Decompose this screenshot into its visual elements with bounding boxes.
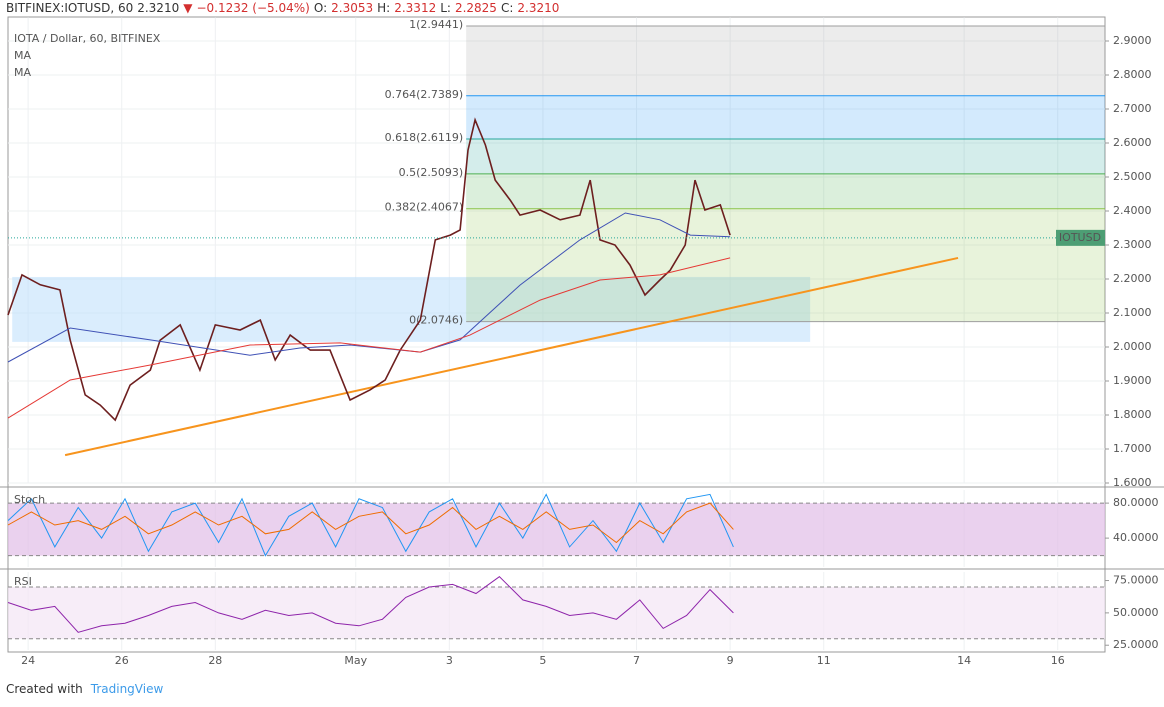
l: 2.2825 — [454, 1, 497, 15]
arrow: ▼ — [183, 1, 193, 15]
x-tick-label: 11 — [817, 654, 831, 667]
y-tick-label: 2.2000 — [1113, 272, 1152, 285]
band — [8, 503, 1105, 556]
last: 2.3210 — [137, 1, 180, 15]
y-tick-label: 50.0000 — [1113, 606, 1159, 619]
y-tick-label: 2.1000 — [1113, 306, 1152, 319]
y-tick-label: 1.9000 — [1113, 374, 1152, 387]
header: BITFINEX:IOTUSD, 60 2.3210 ▼ −0.1232 (−5.04… — [6, 1, 563, 15]
y-tick-label: 2.4000 — [1113, 204, 1152, 217]
fib-label: 0.764(2.7389) — [385, 88, 464, 101]
fib-label: 0.618(2.6119) — [385, 131, 464, 144]
y-tick-label: 2.5000 — [1113, 170, 1152, 183]
series-line — [7, 117, 731, 422]
y-tick-label: 80.0000 — [1113, 496, 1159, 509]
h-label: H: — [377, 1, 391, 15]
x-tick-label: 16 — [1051, 654, 1065, 667]
x-tick-label: 26 — [115, 654, 129, 667]
fib-zone — [466, 208, 1105, 322]
x-tick-label: 7 — [633, 654, 640, 667]
y-tick-label: 2.7000 — [1113, 102, 1152, 115]
h: 2.3312 — [394, 1, 437, 15]
created: Created with — [6, 682, 83, 696]
panel-title: RSI — [14, 575, 32, 588]
frame — [7, 16, 1106, 653]
series-line — [7, 212, 731, 363]
x-tick-label: 9 — [727, 654, 734, 667]
y-tick-label: 2.3000 — [1113, 238, 1152, 251]
panel-title: IOTA / Dollar, 60, BITFINEX — [14, 32, 161, 45]
y-tick-label: 2.9000 — [1113, 34, 1152, 47]
x-tick-label: May — [344, 654, 367, 667]
panel-title: Stoch — [14, 493, 45, 506]
trendline — [64, 256, 959, 457]
fib-zone — [466, 26, 1105, 96]
c: 2.3210 — [517, 1, 560, 15]
y-tick-label: 2.6000 — [1113, 136, 1152, 149]
x-tick-label: 3 — [446, 654, 453, 667]
change: −0.1232 (−5.04%) — [196, 1, 310, 15]
series-line — [7, 257, 731, 419]
zone — [12, 276, 811, 342]
y-tick-label: 25.0000 — [1113, 638, 1159, 651]
brand[interactable]: TradingView — [90, 682, 164, 696]
price-label-box — [1056, 229, 1105, 246]
o-label: O: — [313, 1, 328, 15]
x-tick-label: 24 — [21, 654, 35, 667]
y-tick-label: 1.8000 — [1113, 408, 1152, 421]
x-tick-label: 28 — [208, 654, 222, 667]
series-line — [7, 502, 734, 544]
fib-label: 0(2.0746) — [409, 314, 463, 327]
footer: Created with TradingView — [6, 682, 163, 696]
series-line — [7, 493, 734, 557]
fib-zone — [466, 173, 1105, 209]
legend-entry: MA — [14, 66, 31, 79]
c-label: C: — [500, 1, 514, 15]
fib-zone — [466, 138, 1105, 174]
fib-zone — [466, 95, 1105, 139]
y-tick-label: 1.7000 — [1113, 442, 1152, 455]
y-tick-label: 75.0000 — [1113, 574, 1159, 587]
l-label: L: — [440, 1, 451, 15]
fib-label: 0.382(2.4067) — [385, 201, 464, 214]
y-tick-label: 2.8000 — [1113, 68, 1152, 81]
x-tick-label: 14 — [957, 654, 971, 667]
symbol: BITFINEX:IOTUSD, 60 — [6, 1, 134, 15]
price-label: IOTUSD — [1059, 231, 1101, 244]
y-tick-label: 2.0000 — [1113, 340, 1152, 353]
fib-label: 0.5(2.5093) — [399, 166, 464, 179]
x-tick-label: 5 — [539, 654, 546, 667]
chart: 24 26 28 May 3 5 7 9 11 14 16 2.9000 2.8000 2.7000 2.6… — [0, 16, 1164, 667]
y-tick-label: 1.6000 — [1113, 476, 1152, 489]
o: 2.3053 — [331, 1, 374, 15]
y-tick-label: 40.0000 — [1113, 531, 1159, 544]
series-line — [7, 576, 734, 633]
legend-entry: MA — [14, 49, 31, 62]
band — [8, 587, 1105, 639]
fib-label: 1(2.9441) — [409, 18, 463, 31]
